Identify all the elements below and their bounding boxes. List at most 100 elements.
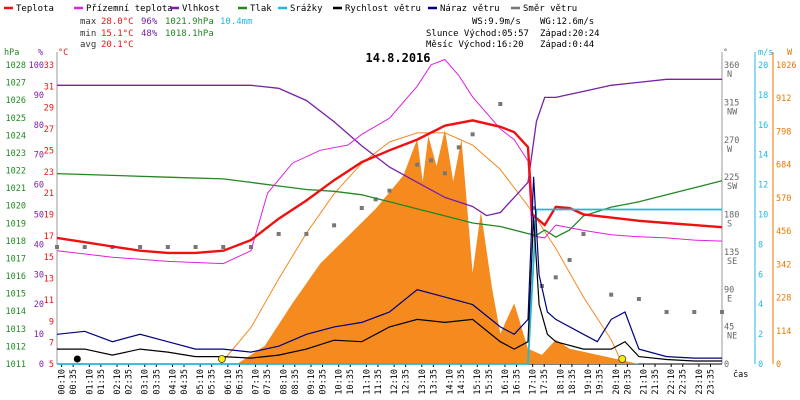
axis-deg-dir: W <box>727 145 733 155</box>
x-tick-label: 13:10 <box>418 369 428 395</box>
axis-degc-tick: 31 <box>44 82 54 92</box>
wind-dir-point <box>720 310 724 314</box>
axis-deg-tick: 315 <box>724 98 739 108</box>
axis-deg-tick: 225 <box>724 173 739 183</box>
axis-deg-unit: ° <box>723 48 728 58</box>
wind-dir-point <box>138 245 143 249</box>
wind-dir-point <box>498 102 503 106</box>
axis-degc-tick: 15 <box>44 253 54 263</box>
axis-ms-tick: 6 <box>758 270 763 280</box>
x-tick-label: 02:35 <box>125 369 135 395</box>
x-tick-label: 04:10 <box>168 369 178 395</box>
axis-hpa-tick: 1023 <box>6 149 26 159</box>
axis-pct-tick: 50 <box>34 211 44 221</box>
axis-hpa-tick: 1025 <box>6 114 26 124</box>
stat-temp: 28.0°C <box>101 17 134 27</box>
axis-ms-tick: 10 <box>758 211 768 221</box>
axis-wm2-tick: 456 <box>776 227 791 237</box>
wind-dir-point <box>553 275 558 280</box>
axis-deg-tick: 45 <box>724 323 734 333</box>
legend-label: Vlhkost <box>182 4 220 14</box>
wind-dir-point <box>442 171 447 176</box>
humidity-line <box>57 78 722 217</box>
stat-temp: 20.1°C <box>101 40 134 50</box>
legend-label: Přízemní teplota <box>86 4 173 14</box>
plot-area <box>55 58 724 365</box>
x-axis-label: čas <box>733 369 748 380</box>
axis-degc-tick: 7 <box>49 339 54 349</box>
axis-degc-tick: 21 <box>44 189 54 199</box>
wind-dir-point <box>692 310 697 314</box>
x-tick-label: 06:35 <box>235 369 245 395</box>
axis-ms-tick: 8 <box>758 240 763 250</box>
axis-wm2-tick: 912 <box>776 94 791 104</box>
info-moon-set: Západ:0:44 <box>540 40 594 50</box>
x-tick-label: 07:10 <box>252 369 262 395</box>
axis-hpa-tick: 1017 <box>6 254 26 264</box>
axis-pct-tick: 70 <box>34 151 44 161</box>
x-tick-label: 18:35 <box>568 369 578 395</box>
wind-dir-point <box>456 145 461 150</box>
x-tick-label: 23:10 <box>695 369 705 395</box>
x-tick-label: 19:10 <box>584 369 594 395</box>
axis-pct-tick: 80 <box>34 121 44 131</box>
x-tick-label: 05:35 <box>208 369 218 395</box>
wind-dir-point <box>165 245 170 249</box>
axis-deg-tick: 180 <box>724 211 739 221</box>
axis-ms-unit: m/s <box>758 48 773 58</box>
axis-hpa-tick: 1011 <box>6 360 26 370</box>
axis-wm2-tick: 798 <box>776 127 791 137</box>
axis-degc-unit: °C <box>58 48 68 58</box>
axis-hpa-tick: 1020 <box>6 202 26 212</box>
axis-deg-dir: E <box>727 294 732 304</box>
stat-label: min <box>80 29 96 39</box>
wind-dir-point <box>470 132 475 137</box>
x-tick-label: 21:10 <box>639 369 649 395</box>
axis-ms-tick: 0 <box>758 360 763 370</box>
x-tick-label: 01:10 <box>85 369 95 395</box>
stats-block: max 28.0°C 96% 1021.9hPa 10.4mm min 15.1°C 48% 1… <box>80 17 253 50</box>
wind-dir-point <box>193 245 198 249</box>
wind-line <box>57 216 722 362</box>
axis-hpa-tick: 1024 <box>6 131 26 141</box>
x-tick-label: 15:10 <box>473 369 483 395</box>
x-tick-label: 18:10 <box>556 369 566 395</box>
wind-dir-point <box>581 232 586 236</box>
axis-wm2-unit: W <box>787 48 793 58</box>
x-tick-label: 06:10 <box>224 369 234 395</box>
stat-label: max <box>80 17 97 27</box>
wind-dir-point <box>276 232 281 236</box>
legend-label: Tlak <box>250 4 272 14</box>
x-tick-label: 03:10 <box>141 369 151 395</box>
axis-ms-tick: 2 <box>758 330 763 340</box>
axis-degc-tick: 17 <box>44 232 54 242</box>
axis-deg-dir: SW <box>727 182 738 192</box>
axis-hpa-tick: 1028 <box>6 61 26 71</box>
legend-label: Teplota <box>16 4 54 14</box>
axis-hpa-tick: 1021 <box>6 184 26 194</box>
axis-pct-tick: 90 <box>34 91 44 101</box>
axis-deg-dir: NE <box>727 332 737 342</box>
axis-ms-tick: 12 <box>758 181 768 191</box>
axis-pct-tick: 40 <box>34 240 44 250</box>
info-sun: Slunce Východ:05:57 <box>426 29 529 39</box>
wind-dir-point <box>55 245 59 249</box>
x-tick-label: 09:35 <box>319 369 329 395</box>
x-tick-label: 07:35 <box>263 369 273 395</box>
legend-label: Rychlost větru <box>345 4 421 14</box>
x-tick-label: 12:35 <box>402 369 412 395</box>
ground-temp-line <box>56 58 723 265</box>
wind-dir-point <box>332 223 337 228</box>
axis-wm2-tick: 684 <box>776 161 791 171</box>
axis-degc-tick: 27 <box>44 125 54 135</box>
solar-area <box>57 129 722 364</box>
info-moon: Měsíc Východ:16:20 <box>426 40 524 50</box>
axis-hpa-tick: 1013 <box>6 325 26 335</box>
x-tick-label: 15:35 <box>485 369 495 395</box>
axis-wm2-tick: 1026 <box>776 61 796 71</box>
axis-degc-tick: 11 <box>44 296 54 306</box>
axis-deg-dir: NW <box>727 107 738 117</box>
x-tick-label: 03:35 <box>152 369 162 395</box>
